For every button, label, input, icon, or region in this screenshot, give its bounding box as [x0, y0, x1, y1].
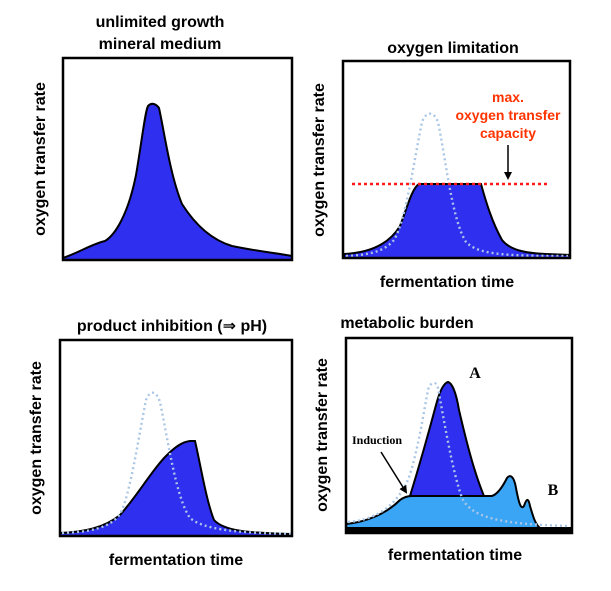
panel4-baseline-bar: [346, 527, 572, 533]
panel1-ylabel: oxygen transfer rate: [32, 82, 49, 236]
panel-metabolic-burden: metabolic burden A B Induction oxygen tr…: [314, 315, 574, 564]
panel3-xlabel: fermentation time: [109, 552, 243, 569]
panel3-uptake-curve: [59, 440, 293, 537]
panel4-title: metabolic burden: [340, 315, 473, 332]
panel1-title-line1: unlimited growth: [96, 14, 225, 31]
panel4-induction-arrow: [380, 451, 408, 494]
panel1-title-line2: mineral medium: [99, 36, 222, 53]
panel4-ylabel: oxygen transfer rate: [314, 358, 331, 512]
panel2-uptake-curve: [343, 183, 571, 259]
panel4-label-induction: Induction: [352, 433, 402, 447]
panel4-curve-b: [345, 475, 573, 534]
panel1-frame: [61, 56, 294, 262]
panel2-ylabel: oxygen transfer rate: [311, 83, 328, 237]
panel2-annotation-line2: oxygen transfer: [455, 107, 561, 123]
panel2-frame: [341, 59, 572, 260]
panel2-unlimited-curve: [345, 112, 569, 258]
panel4-frame: [344, 336, 574, 535]
panel4-label-a: A: [469, 365, 481, 382]
panel4-xlabel: fermentation time: [388, 547, 522, 564]
panel4-curve-a: [408, 380, 486, 497]
panel4-unlimited-curve: [347, 381, 569, 528]
panel-product-inhibition: product inhibition (⇒ pH) oxygen transfe…: [28, 318, 294, 569]
panel1-uptake-curve: [62, 102, 293, 261]
panel2-title: oxygen limitation: [387, 40, 519, 57]
panel3-title: product inhibition (⇒ pH): [77, 318, 267, 335]
panel-oxygen-limitation: oxygen limitation max. oxygen transfer c…: [311, 40, 572, 291]
panel2-annotation-line3: capacity: [480, 125, 536, 141]
panel3-ylabel: oxygen transfer rate: [28, 361, 45, 515]
panel2-annotation-line1: max.: [492, 89, 524, 105]
panel2-xlabel: fermentation time: [380, 274, 514, 291]
panel4-label-b: B: [548, 482, 559, 499]
panel-unlimited-growth: unlimited growth mineral medium oxygen t…: [32, 14, 294, 262]
panel3-frame: [58, 338, 294, 538]
